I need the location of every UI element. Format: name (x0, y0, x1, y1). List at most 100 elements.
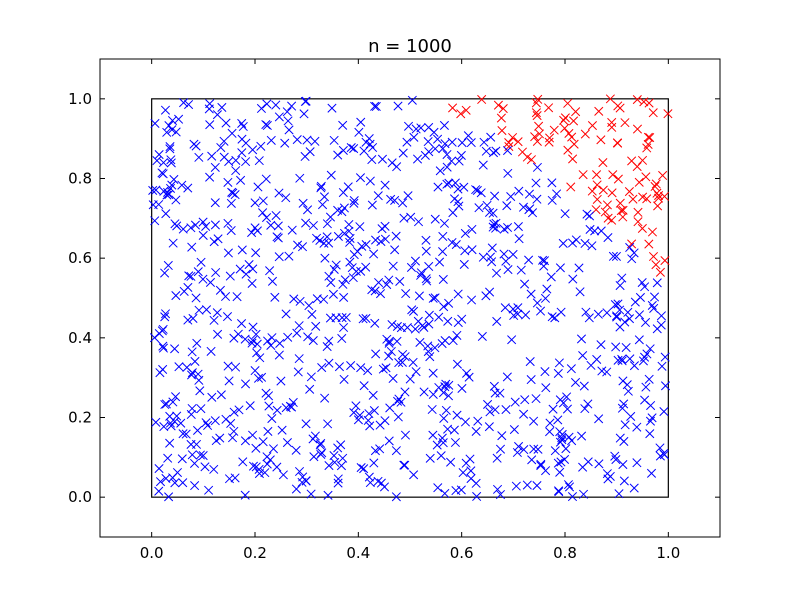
point-inside (615, 322, 625, 332)
point-outside (563, 98, 573, 108)
point-inside (323, 419, 333, 429)
point-inside (396, 323, 406, 333)
point-inside (186, 223, 196, 233)
point-inside (369, 458, 379, 468)
point-inside (644, 374, 654, 384)
point-inside (343, 182, 353, 192)
point-inside (187, 242, 197, 252)
point-inside (230, 473, 240, 483)
point-inside (319, 238, 329, 248)
point-inside (567, 492, 578, 502)
point-inside (615, 280, 625, 291)
axes-frame (99, 58, 721, 538)
point-outside (534, 121, 544, 131)
point-inside (614, 489, 624, 499)
point-inside (436, 451, 446, 461)
point-inside (603, 474, 613, 484)
point-inside (355, 222, 365, 232)
point-inside (627, 254, 637, 264)
point-inside (471, 185, 481, 195)
x-tick-label: 0.2 (243, 544, 267, 562)
point-inside (452, 359, 463, 369)
point-inside (365, 478, 375, 488)
point-inside (166, 158, 176, 168)
point-inside (309, 452, 319, 462)
x-tick-label: 0.0 (140, 544, 164, 562)
point-inside (227, 187, 237, 197)
point-inside (555, 467, 565, 477)
point-inside (462, 368, 472, 378)
point-inside (391, 231, 401, 241)
point-outside (613, 138, 623, 148)
point-inside (660, 381, 671, 391)
point-outside (498, 104, 508, 114)
point-inside (428, 293, 438, 303)
point-inside (618, 459, 628, 470)
point-inside (210, 162, 220, 172)
point-inside (386, 346, 396, 357)
point-inside (364, 134, 374, 144)
point-inside (284, 125, 294, 135)
point-inside (274, 350, 284, 360)
point-inside (213, 329, 223, 339)
point-inside (423, 341, 433, 351)
point-inside (398, 198, 408, 208)
point-inside (266, 220, 276, 230)
point-inside (170, 344, 180, 354)
point-inside (439, 302, 449, 312)
point-inside (260, 468, 270, 478)
point-inside (167, 180, 177, 190)
point-inside (287, 101, 297, 111)
point-inside (580, 238, 590, 249)
point-inside (467, 224, 477, 234)
point-inside (525, 204, 535, 214)
point-inside (151, 185, 161, 195)
point-inside (428, 430, 438, 440)
point-inside (248, 335, 258, 345)
point-inside (338, 145, 348, 155)
point-inside (327, 103, 337, 113)
point-inside (516, 265, 526, 275)
point-inside (301, 218, 311, 228)
point-outside (645, 132, 655, 143)
point-inside (308, 434, 318, 444)
point-inside (236, 175, 246, 185)
point-inside (485, 252, 495, 262)
point-inside (645, 344, 655, 354)
point-inside (210, 198, 220, 208)
point-inside (641, 382, 651, 392)
point-inside (617, 403, 627, 413)
point-inside (617, 354, 627, 364)
point-inside (148, 185, 158, 196)
point-outside (544, 137, 554, 147)
point-inside (340, 275, 350, 285)
point-inside (387, 320, 397, 330)
point-inside (323, 490, 333, 500)
point-inside (237, 245, 247, 255)
point-inside (369, 249, 379, 259)
point-inside (356, 363, 366, 373)
point-inside (652, 278, 662, 288)
point-outside (634, 177, 644, 187)
point-outside (632, 162, 642, 172)
point-inside (262, 452, 272, 462)
point-inside (421, 235, 431, 245)
point-inside (485, 287, 495, 297)
point-inside (345, 237, 355, 247)
point-inside (596, 340, 606, 350)
point-inside (231, 362, 241, 372)
point-inside (522, 480, 532, 490)
point-inside (495, 444, 506, 454)
point-inside (518, 202, 529, 212)
point-inside (386, 194, 396, 204)
point-inside (247, 227, 257, 238)
point-outside (569, 139, 579, 149)
point-inside (274, 252, 284, 262)
point-inside (201, 418, 211, 428)
point-inside (513, 222, 523, 232)
point-inside (491, 146, 501, 156)
point-inside (221, 118, 231, 128)
point-inside (324, 460, 334, 471)
point-inside (198, 451, 208, 461)
